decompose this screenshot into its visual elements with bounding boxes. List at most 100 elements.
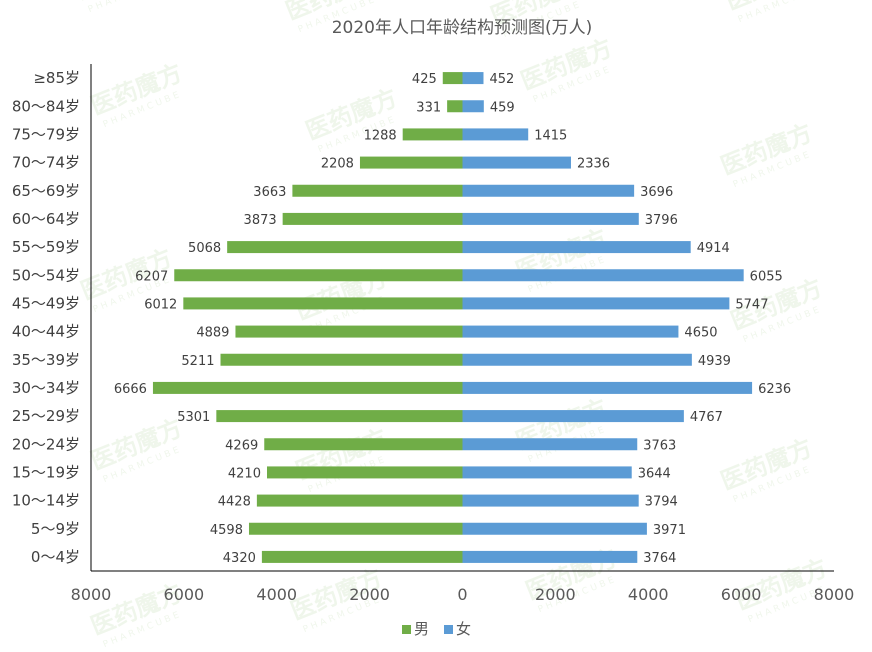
category-label: 40～44岁 — [12, 323, 80, 341]
legend-label: 男 — [414, 620, 429, 638]
bar-male — [442, 72, 463, 85]
legend-swatch — [402, 625, 411, 634]
category-label: 75～79岁 — [12, 125, 80, 143]
data-label-male: 5211 — [181, 354, 214, 369]
bar-male — [402, 128, 463, 141]
data-label-female: 3764 — [643, 551, 676, 566]
category-label: 10～14岁 — [12, 492, 80, 510]
bar-female — [462, 438, 638, 451]
bar-male — [152, 381, 463, 394]
bar-male — [266, 466, 463, 479]
bar-male — [256, 494, 463, 507]
data-label-male: 5068 — [188, 241, 221, 256]
bar-male — [227, 241, 463, 254]
category-label: 70～74岁 — [12, 154, 80, 172]
bar-female — [462, 522, 647, 535]
data-label-male: 4320 — [223, 551, 256, 566]
x-tick-label: 6000 — [164, 585, 205, 604]
watermark-subtext: PHARMCUBE — [87, 0, 169, 15]
x-tick-label: 2000 — [535, 585, 576, 604]
data-label-male: 5301 — [177, 410, 210, 425]
chart-title: 2020年人口年龄结构预测图(万人) — [332, 18, 593, 38]
data-label-male: 3873 — [244, 213, 277, 228]
bar-male — [264, 438, 463, 451]
bar-male — [261, 550, 463, 563]
data-label-male: 331 — [416, 100, 441, 115]
data-label-female: 452 — [489, 72, 514, 87]
category-label: 20～24岁 — [12, 435, 80, 453]
data-label-male: 2208 — [321, 157, 354, 172]
category-label: 30～34岁 — [12, 379, 80, 397]
x-tick-label: 8000 — [71, 585, 112, 604]
legend: 男女 — [402, 620, 471, 638]
bar-male — [174, 269, 463, 282]
data-label-female: 459 — [490, 100, 515, 115]
bar-female — [462, 241, 691, 254]
bar-male — [235, 325, 463, 338]
bar-female — [462, 466, 632, 479]
data-labels: 425 452 331 459 1288 1415 2208 2336 3663 3696 3873… — [114, 72, 791, 566]
category-label: 55～59岁 — [12, 238, 80, 256]
data-label-male: 3663 — [253, 185, 286, 200]
bar-female — [462, 494, 639, 507]
data-label-male: 1288 — [364, 128, 397, 143]
data-label-female: 4939 — [698, 354, 731, 369]
bar-female — [462, 128, 529, 141]
category-label: 60～64岁 — [12, 210, 80, 228]
bar-female — [462, 353, 692, 366]
bar-female — [462, 100, 484, 113]
category-label: 35～39岁 — [12, 351, 80, 369]
category-label: ≥85岁 — [33, 69, 80, 87]
category-label: 5～9岁 — [31, 520, 80, 538]
bar-male — [183, 297, 463, 310]
bar-female — [462, 212, 639, 225]
bar-male — [248, 522, 463, 535]
bar-female — [462, 381, 753, 394]
bar-female — [462, 156, 571, 169]
bar-male — [220, 353, 463, 366]
bar-male — [216, 410, 463, 423]
bar-female — [462, 297, 730, 310]
category-label: 25～29岁 — [12, 407, 80, 425]
bar-male — [447, 100, 463, 113]
category-label: 80～84岁 — [12, 97, 80, 115]
legend-label: 女 — [456, 620, 471, 638]
category-label: 50～54岁 — [12, 266, 80, 284]
category-label: 0～4岁 — [31, 548, 80, 566]
x-tick-label: 8000 — [814, 585, 855, 604]
data-label-female: 3794 — [645, 495, 678, 510]
data-label-female: 2336 — [577, 157, 610, 172]
bar-female — [462, 72, 484, 85]
x-tick-label: 2000 — [349, 585, 390, 604]
data-label-male: 4269 — [225, 438, 258, 453]
data-label-male: 425 — [412, 72, 437, 87]
data-label-female: 3644 — [638, 466, 671, 481]
bar-female — [462, 550, 638, 563]
legend-swatch — [444, 625, 453, 634]
data-label-male: 4598 — [210, 523, 243, 538]
x-tick-label: 0 — [457, 585, 467, 604]
bar-male — [359, 156, 463, 169]
data-label-male: 4428 — [218, 495, 251, 510]
category-labels: ≥85岁 80～84岁 75～79岁 70～74岁 65～69岁 60～64岁 55～59岁… — [12, 69, 80, 566]
bar-female — [462, 325, 679, 338]
data-label-male: 6207 — [135, 269, 168, 284]
x-tick-labels: 8000 6000 4000 2000 0 2000 4000 6000 8000 — [71, 585, 855, 604]
data-label-female: 1415 — [534, 128, 567, 143]
bar-female — [462, 269, 744, 282]
bar-male — [292, 184, 463, 197]
data-label-female: 3696 — [640, 185, 673, 200]
data-label-female: 3763 — [643, 438, 676, 453]
data-label-female: 6055 — [750, 269, 783, 284]
x-tick-label: 6000 — [721, 585, 762, 604]
data-label-female: 3971 — [653, 523, 686, 538]
